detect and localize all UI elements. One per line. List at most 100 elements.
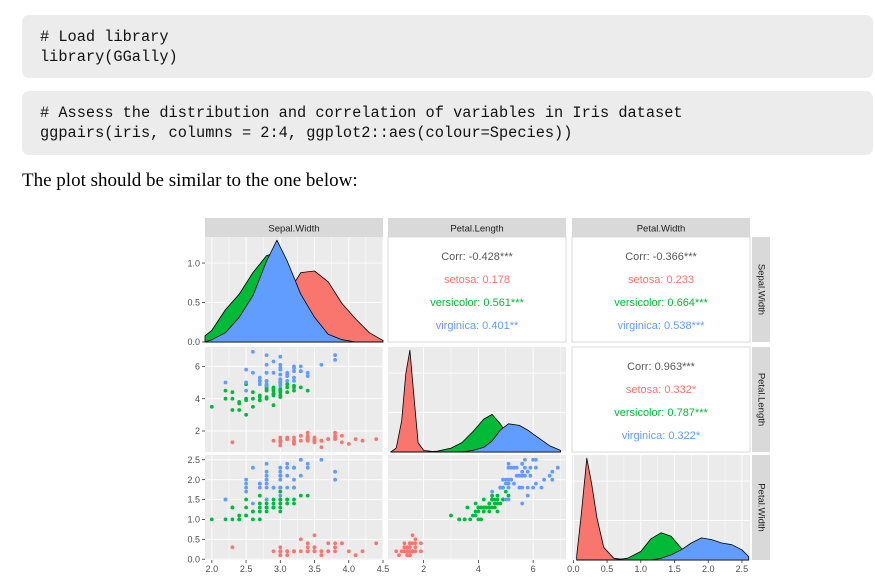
code-block-load-library: # Load library library(GGally) xyxy=(22,15,873,78)
point-versicolor xyxy=(230,408,235,412)
point-setosa xyxy=(419,541,423,546)
strip-right-sepal-width xyxy=(752,237,770,342)
point-versicolor xyxy=(506,493,511,498)
corr-overall: Corr: 0.963*** xyxy=(627,361,696,373)
y-tick-label: 6 xyxy=(195,362,200,372)
corr-panel xyxy=(571,236,751,343)
point-setosa xyxy=(319,549,324,554)
point-virginica xyxy=(509,465,514,470)
point-virginica xyxy=(278,469,283,474)
point-versicolor xyxy=(237,408,242,412)
point-virginica xyxy=(319,362,324,367)
point-setosa xyxy=(397,553,401,558)
point-virginica xyxy=(512,465,516,470)
x-tick-label: 2.5 xyxy=(240,564,253,574)
strip-label: Petal.Width xyxy=(637,224,686,235)
corr-group: versicolor: 0.787*** xyxy=(614,407,708,419)
point-versicolor xyxy=(271,391,276,396)
point-virginica xyxy=(305,461,310,466)
point-setosa xyxy=(312,545,317,550)
point-versicolor xyxy=(244,505,248,510)
point-versicolor xyxy=(264,509,269,514)
point-virginica xyxy=(251,465,255,470)
point-versicolor xyxy=(487,501,492,506)
point-versicolor xyxy=(292,388,296,393)
point-virginica xyxy=(264,353,269,357)
point-virginica xyxy=(506,465,511,470)
y-tick-label: 1.0 xyxy=(187,515,200,525)
point-virginica xyxy=(278,372,283,377)
point-virginica xyxy=(264,461,269,466)
strip-label: Sepal.Width xyxy=(268,224,319,235)
point-versicolor xyxy=(473,509,478,514)
point-versicolor xyxy=(449,513,453,518)
point-virginica xyxy=(547,473,552,478)
code-line: # Assess the distribution and correlatio… xyxy=(40,104,683,122)
point-setosa xyxy=(298,433,303,438)
point-versicolor xyxy=(468,517,473,522)
point-versicolor xyxy=(223,517,228,522)
point-versicolor xyxy=(278,497,283,502)
point-virginica xyxy=(525,493,530,498)
point-virginica xyxy=(251,349,255,354)
point-virginica xyxy=(285,473,290,478)
point-versicolor xyxy=(251,396,255,401)
strip-label: Petal.Width xyxy=(755,483,766,532)
point-versicolor xyxy=(244,412,248,417)
point-virginica xyxy=(264,383,269,388)
strip-top-sepal-width xyxy=(205,218,383,237)
point-versicolor xyxy=(481,497,486,502)
point-setosa xyxy=(333,545,337,550)
point-setosa xyxy=(292,438,296,443)
point-versicolor xyxy=(251,509,255,514)
point-versicolor xyxy=(292,501,296,506)
panel-0-1: Corr: -0.428*** setosa: 0.178 versicolor: … xyxy=(387,236,567,343)
point-setosa xyxy=(374,541,379,546)
point-setosa xyxy=(278,443,283,448)
point-virginica xyxy=(501,485,505,490)
point-virginica xyxy=(517,473,522,478)
point-virginica xyxy=(285,374,290,378)
point-virginica xyxy=(523,457,527,462)
point-versicolor xyxy=(209,517,214,522)
code-line: # Load library xyxy=(40,28,169,46)
point-versicolor xyxy=(457,517,462,522)
density-virginica xyxy=(576,537,750,561)
y-tick-label: 0.5 xyxy=(187,535,200,545)
point-versicolor xyxy=(264,501,269,506)
point-versicolor xyxy=(305,388,310,393)
point-setosa xyxy=(271,549,276,554)
point-virginica xyxy=(501,477,505,482)
point-virginica xyxy=(523,465,527,470)
point-versicolor xyxy=(271,388,276,393)
panel-1-2: Corr: 0.963*** setosa: 0.332* versicolor: … xyxy=(571,346,751,453)
point-setosa xyxy=(374,437,379,441)
y-tick-label: 2.5 xyxy=(187,455,200,465)
point-virginica xyxy=(503,497,508,502)
point-setosa xyxy=(305,549,310,554)
point-virginica xyxy=(264,485,269,490)
point-virginica xyxy=(298,364,303,369)
point-virginica xyxy=(244,367,248,372)
point-setosa xyxy=(410,533,415,538)
point-versicolor xyxy=(479,517,483,522)
y-tick-label: 2.0 xyxy=(187,475,200,485)
point-setosa xyxy=(298,438,303,443)
point-virginica xyxy=(244,481,248,486)
point-setosa xyxy=(285,549,290,554)
corr-overall: Corr: -0.366*** xyxy=(625,251,697,263)
point-virginica xyxy=(514,473,519,478)
point-virginica xyxy=(520,485,525,490)
point-virginica xyxy=(264,362,269,367)
panel-2-1 xyxy=(388,455,566,560)
point-setosa xyxy=(413,541,418,546)
point-setosa xyxy=(298,537,303,542)
point-virginica xyxy=(278,362,283,367)
point-virginica xyxy=(534,481,538,486)
x-tick-label: 6 xyxy=(531,564,536,574)
point-setosa xyxy=(402,549,407,554)
code-line: library(GGally) xyxy=(40,48,178,66)
point-versicolor xyxy=(271,497,276,502)
point-virginica xyxy=(278,379,283,383)
point-setosa xyxy=(230,440,235,445)
